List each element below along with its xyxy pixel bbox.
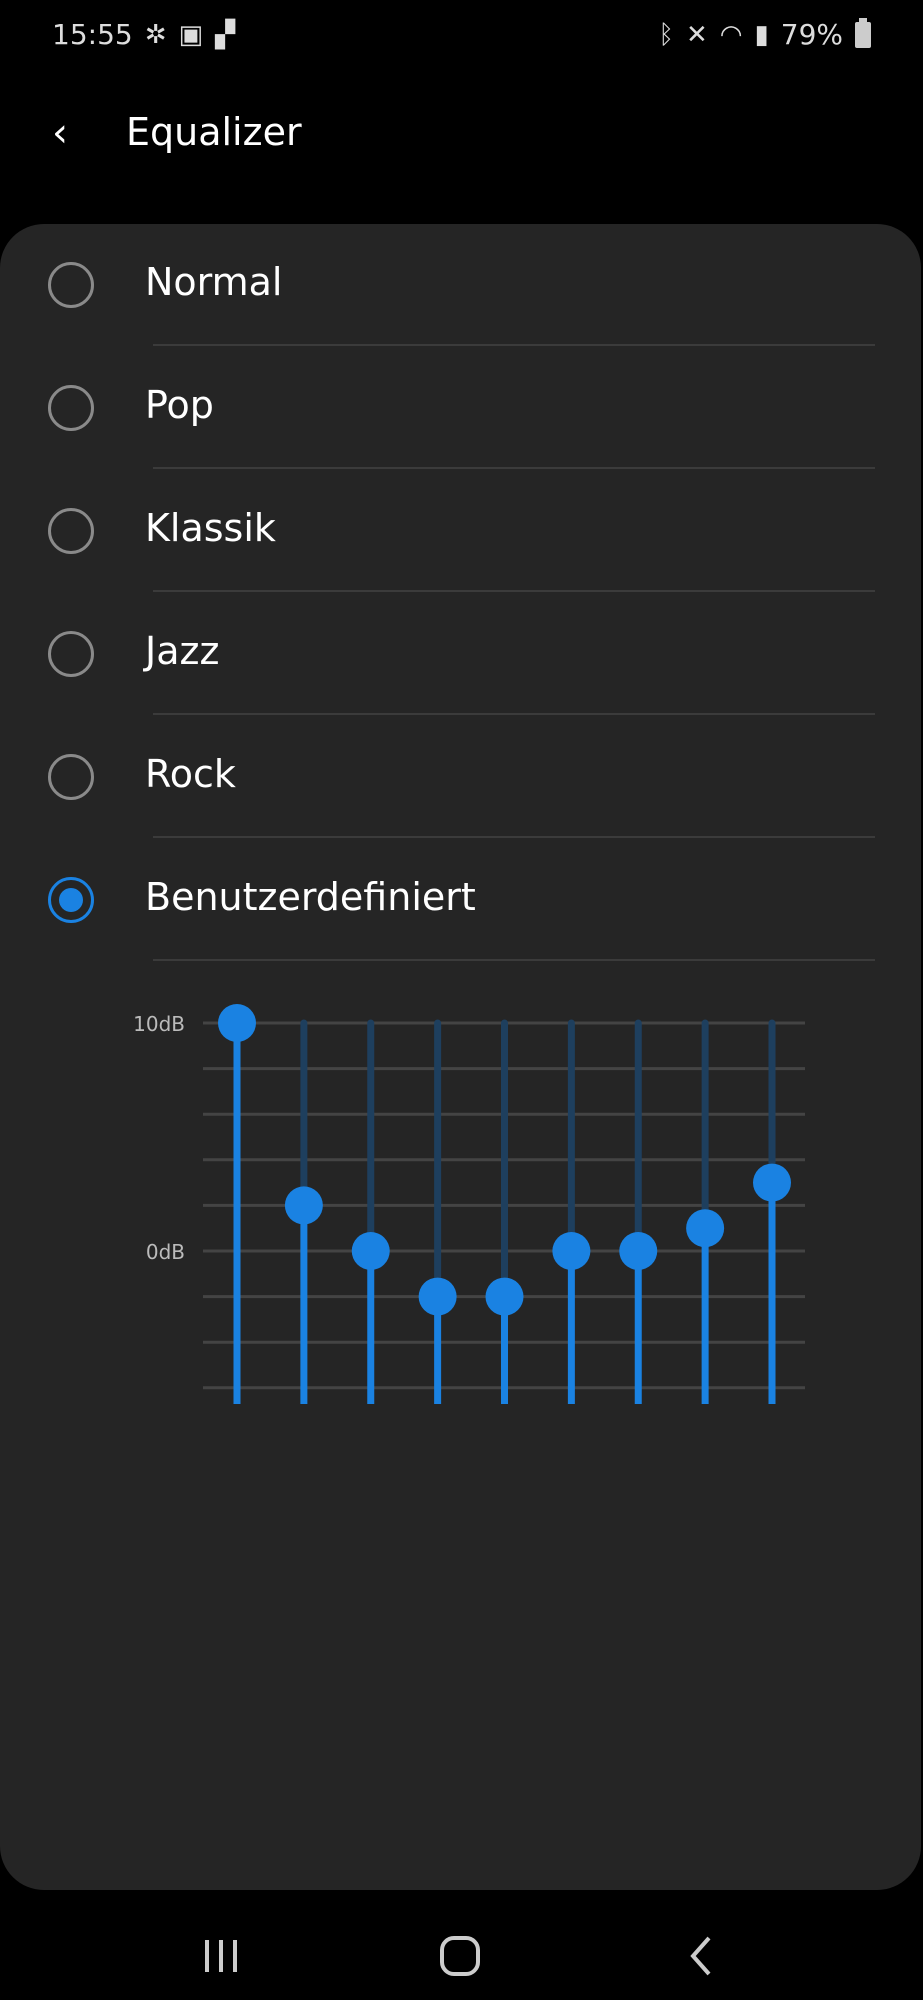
bluetooth-icon: ᛒ <box>658 19 674 50</box>
slider-thumb-8k[interactable] <box>686 1209 725 1248</box>
preset-label: Klassik <box>145 506 276 550</box>
radio-button[interactable] <box>48 385 94 431</box>
preset-rock[interactable]: Rock <box>0 716 921 838</box>
radio-button[interactable] <box>48 754 94 800</box>
slider-thumb-250[interactable] <box>351 1232 390 1270</box>
y-tick-label: 0dB <box>146 1240 185 1264</box>
recent-apps-icon[interactable] <box>186 1926 256 1986</box>
slider-thumb-1k[interactable] <box>485 1277 524 1316</box>
home-icon[interactable] <box>425 1926 495 1986</box>
radio-button[interactable] <box>48 631 94 677</box>
navigation-bar <box>0 1910 923 2000</box>
preset-label: Normal <box>145 260 283 304</box>
y-tick-label: 10dB <box>133 1012 185 1036</box>
preset-normal[interactable]: Normal <box>0 224 921 346</box>
radio-button[interactable] <box>48 877 94 923</box>
preset-klassik[interactable]: Klassik <box>0 470 921 592</box>
twitch-icon: ▞ <box>215 19 236 50</box>
divider <box>153 344 875 346</box>
slider-thumb-500[interactable] <box>418 1277 457 1316</box>
divider <box>153 590 875 592</box>
divider <box>153 713 875 715</box>
wifi-icon: ◠ <box>719 19 743 50</box>
slider-thumb-63[interactable] <box>218 1004 256 1042</box>
equalizer-card: Normal Pop Klassik Jazz Rock Benutzerdef… <box>0 224 921 1890</box>
slider-thumb-4k[interactable] <box>619 1232 658 1270</box>
gallery-icon: ▣ <box>178 19 204 50</box>
divider <box>153 959 875 961</box>
preset-label: Jazz <box>145 629 220 673</box>
status-bar: 15:55 ✲ ▣ ▞ ᛒ ✕ ◠ ▮ 79% <box>0 14 923 58</box>
back-arrow-icon[interactable]: ‹ <box>52 110 68 156</box>
page-title: Equalizer <box>126 110 302 154</box>
slider-thumb-125[interactable] <box>284 1186 323 1225</box>
divider <box>153 836 875 838</box>
preset-label: Pop <box>145 383 214 427</box>
battery-percent: 79% <box>780 18 843 51</box>
radio-button[interactable] <box>48 508 94 554</box>
battery-icon <box>855 17 871 48</box>
preset-label: Rock <box>145 752 236 796</box>
slider-thumb-2k[interactable] <box>552 1232 591 1270</box>
clock: 15:55 <box>52 18 133 51</box>
signal-icon: ▮ <box>754 19 769 50</box>
preset-jazz[interactable]: Jazz <box>0 593 921 715</box>
divider <box>153 467 875 469</box>
preset-label: Benutzerdefiniert <box>145 875 476 919</box>
slider-thumb-16k[interactable] <box>753 1163 791 1202</box>
back-icon[interactable] <box>666 1926 736 1986</box>
app-header: ‹ Equalizer <box>0 104 923 168</box>
preset-pop[interactable]: Pop <box>0 347 921 469</box>
pinwheel-icon: ✲ <box>144 19 167 50</box>
mute-icon: ✕ <box>685 19 708 50</box>
radio-button[interactable] <box>48 262 94 308</box>
preset-benutzerdefiniert[interactable]: Benutzerdefiniert <box>0 839 921 961</box>
